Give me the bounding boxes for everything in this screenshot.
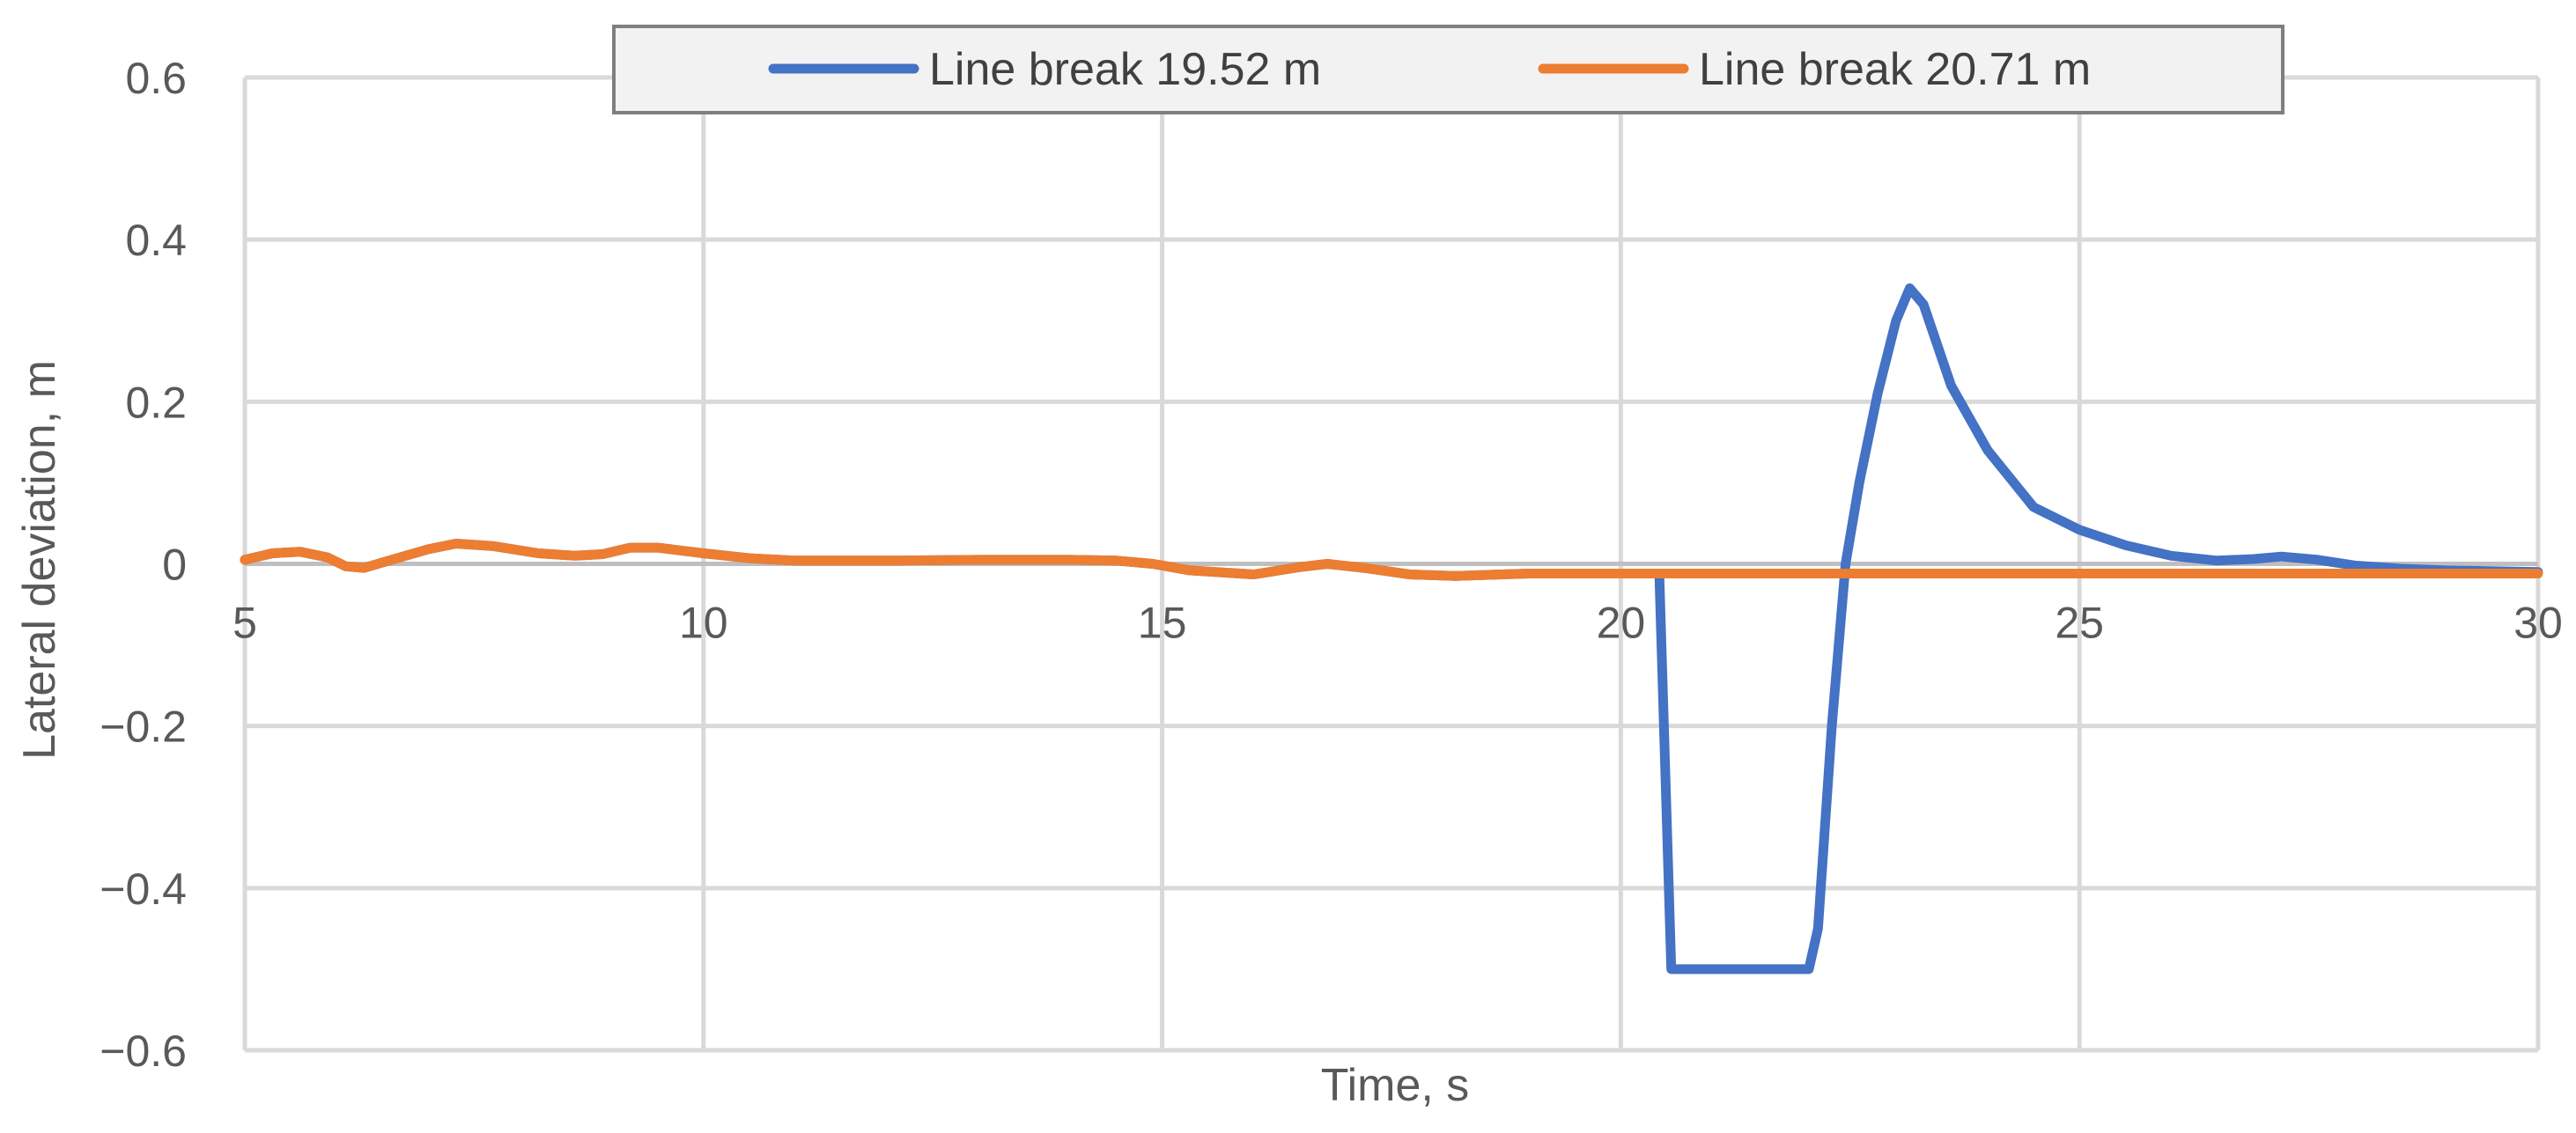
- series-lines: [240, 283, 2543, 975]
- legend-label-series-2: Line break 20.71 m: [1699, 44, 2091, 95]
- y-tick-label: −0.4: [100, 864, 187, 914]
- y-tick-label: 0.2: [125, 378, 187, 427]
- y-axis-title: Lateral deviation, m: [14, 360, 65, 760]
- y-tick-label: −0.2: [100, 703, 187, 752]
- y-tick-label: 0: [162, 541, 187, 590]
- y-tick-label: 0.6: [125, 54, 187, 103]
- x-axis-title: Time, s: [1321, 1060, 1470, 1111]
- y-tick-label: −0.6: [100, 1026, 187, 1076]
- x-tick-label: 30: [2513, 599, 2563, 648]
- series-line-2: [240, 539, 2543, 581]
- legend-label-series-1: Line break 19.52 m: [929, 44, 1321, 95]
- x-tick-label: 5: [233, 599, 257, 648]
- y-tick-label: 0.4: [125, 216, 187, 265]
- legend: Line break 19.52 m Line break 20.71 m: [612, 25, 2284, 114]
- x-tick-label: 20: [1597, 599, 1646, 648]
- x-tick-label: 25: [2055, 599, 2104, 648]
- tick-labels: 0.6 0.4 0.2 0 −0.2 −0.4 −0.6 5 10 15 20 25 30: [100, 54, 2563, 1076]
- x-tick-label: 10: [679, 599, 728, 648]
- x-tick-label: 15: [1138, 599, 1187, 648]
